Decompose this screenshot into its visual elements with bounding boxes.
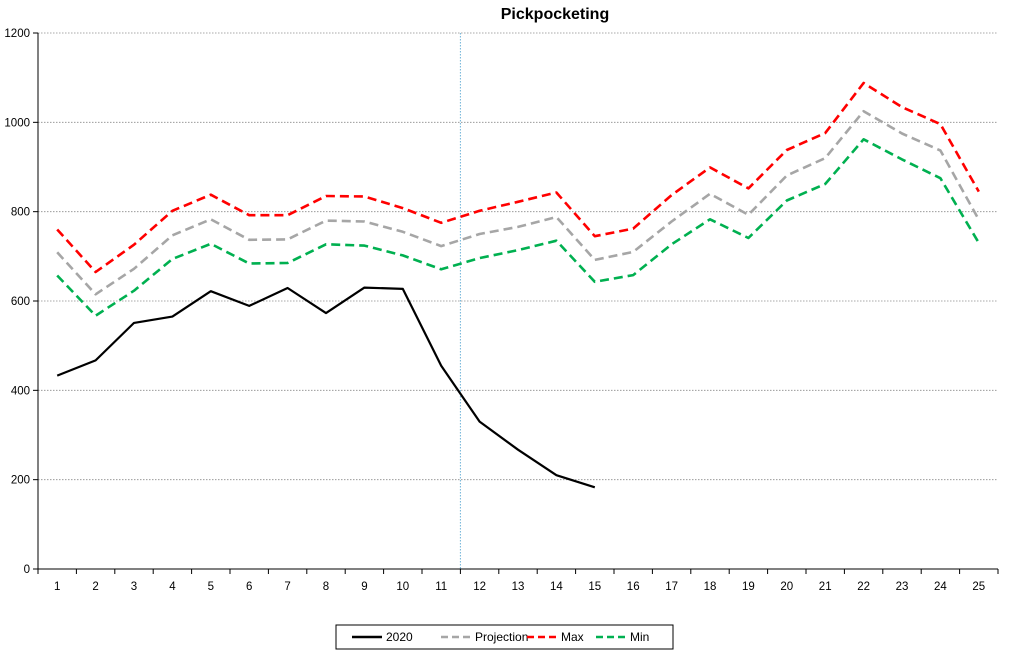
y-tick-label-1000: 1000 bbox=[4, 117, 30, 129]
legend-label-2020: 2020 bbox=[386, 630, 413, 644]
x-tick-label-2: 2 bbox=[92, 581, 98, 593]
x-tick-label-15: 15 bbox=[588, 581, 601, 593]
legend-box bbox=[335, 624, 674, 650]
x-tick-label-9: 9 bbox=[361, 581, 367, 593]
x-tick-label-11: 11 bbox=[435, 581, 447, 593]
y-tick-label-600: 600 bbox=[11, 296, 30, 308]
grid-layer bbox=[38, 32, 998, 569]
x-tick-label-4: 4 bbox=[169, 581, 176, 593]
series-line-projection bbox=[56, 109, 980, 296]
x-tick-label-22: 22 bbox=[857, 581, 870, 593]
series-line-2020 bbox=[56, 286, 596, 489]
series-line-min bbox=[56, 138, 980, 318]
x-tick-label-23: 23 bbox=[896, 581, 909, 593]
legend-label-min: Min bbox=[630, 630, 649, 644]
y-tick-label-200: 200 bbox=[11, 475, 30, 487]
x-tick-label-8: 8 bbox=[323, 581, 329, 593]
x-tick-label-20: 20 bbox=[780, 581, 793, 593]
x-tick-label-21: 21 bbox=[819, 581, 832, 593]
x-tick-label-3: 3 bbox=[131, 581, 137, 593]
x-tick-label-16: 16 bbox=[627, 581, 640, 593]
y-tick-label-0: 0 bbox=[24, 564, 30, 576]
x-tick-label-17: 17 bbox=[665, 581, 678, 593]
x-tick-label-19: 19 bbox=[742, 581, 755, 593]
x-tick-label-5: 5 bbox=[208, 581, 214, 593]
series-layer bbox=[56, 81, 980, 489]
x-tick-label-12: 12 bbox=[473, 581, 486, 593]
x-tick-label-6: 6 bbox=[246, 581, 252, 593]
x-tick-label-18: 18 bbox=[704, 581, 717, 593]
x-tick-label-13: 13 bbox=[512, 581, 525, 593]
y-tick-label-1200: 1200 bbox=[4, 28, 30, 40]
x-tick-label-25: 25 bbox=[972, 581, 985, 593]
legend-label-projection: Projection bbox=[475, 630, 528, 644]
x-tick-label-10: 10 bbox=[396, 581, 409, 593]
legend-label-max: Max bbox=[561, 630, 584, 644]
legend: 2020 Projection Max Min bbox=[335, 624, 674, 650]
y-tick-label-800: 800 bbox=[11, 207, 30, 219]
y-tick-label-400: 400 bbox=[11, 385, 30, 397]
x-tick-label-14: 14 bbox=[550, 581, 563, 593]
series-line-max bbox=[56, 81, 980, 274]
x-tick-label-24: 24 bbox=[934, 581, 947, 593]
chart-title: Pickpocketing bbox=[500, 6, 610, 23]
x-tick-label-1: 1 bbox=[54, 581, 60, 593]
x-tick-label-7: 7 bbox=[284, 581, 290, 593]
